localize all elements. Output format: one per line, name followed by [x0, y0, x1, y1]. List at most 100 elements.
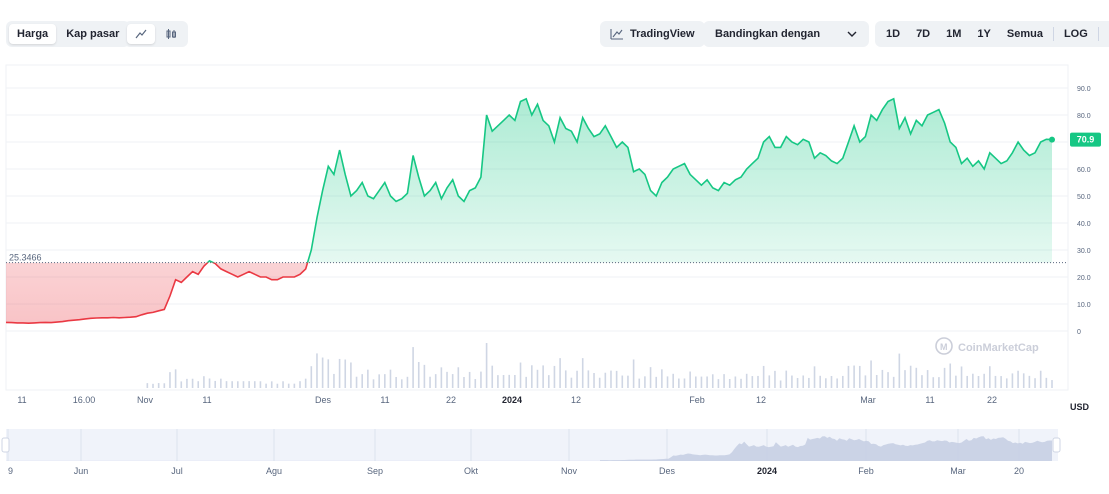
x-tick-label: 22: [446, 395, 456, 405]
chevron-down-icon: [847, 31, 857, 37]
volume-bar: [237, 381, 239, 388]
volume-bar: [333, 373, 335, 388]
volume-bar: [932, 377, 935, 388]
x-tick-label: 16.00: [73, 395, 96, 405]
y-tick-label: 20.0: [1077, 275, 1091, 282]
volume-bar: [400, 379, 403, 388]
y-tick-label: 90.0: [1077, 86, 1091, 93]
toolbar-divider: [1097, 27, 1099, 41]
volume-bar: [344, 359, 347, 388]
volume-bar: [214, 380, 216, 388]
volume-bar: [587, 370, 590, 388]
candlestick-icon[interactable]: [157, 24, 185, 44]
line-chart-icon[interactable]: [127, 24, 155, 44]
volume-bar: [706, 376, 708, 388]
currency-label: USD: [1070, 402, 1090, 412]
compare-select-label: Bandingkan dengan: [715, 28, 821, 40]
navigator-handle-right[interactable]: [1052, 437, 1061, 453]
volume-bar: [480, 371, 482, 388]
volume-bar: [768, 375, 771, 388]
navigator-tick-label: Nov: [561, 466, 578, 476]
x-tick-label: Mar: [860, 395, 876, 405]
price-tab[interactable]: Harga: [9, 24, 57, 44]
volume-bar: [316, 353, 318, 388]
y-axis: 90.0 80.0 70.0 60.0 50.0 40.0 30.0 20.0 10.0 0: [1077, 86, 1091, 336]
navigator-tick-label: 20: [1014, 466, 1024, 476]
volume-bar: [621, 375, 624, 388]
navigator-handle-left[interactable]: [1, 437, 10, 453]
volume-bar: [338, 358, 341, 388]
volume-bar: [276, 383, 279, 388]
x-tick-label: 11: [202, 395, 211, 405]
navigator-tick-label: Agu: [266, 466, 282, 476]
volume-bar: [270, 381, 273, 388]
navigator-tick-label: Sep: [367, 466, 383, 476]
volume-bar: [581, 358, 584, 388]
price-area-up: [6, 98, 1052, 263]
volume-bar: [757, 375, 759, 388]
log-toggle[interactable]: LOG: [1063, 28, 1088, 40]
volume-bar: [700, 376, 703, 388]
volume-bar: [485, 343, 488, 388]
volume-bar: [1000, 376, 1002, 388]
volume-bar: [836, 378, 838, 388]
volume-bar: [350, 362, 352, 388]
volume-bar: [672, 373, 674, 388]
volume-bar: [367, 369, 369, 388]
volume-bar: [887, 372, 889, 388]
volume-bar: [853, 365, 855, 388]
volume-bar: [231, 381, 233, 388]
x-tick-label: 12: [571, 395, 581, 405]
range-1m[interactable]: 1M: [946, 28, 962, 40]
toolbar-divider: [1052, 27, 1054, 41]
tradingview-button[interactable]: TradingView: [600, 21, 705, 47]
volume-bar: [943, 367, 946, 388]
y-tick-label: 70.0: [1077, 140, 1091, 147]
volume-bar: [977, 376, 980, 388]
volume-bar: [564, 370, 567, 388]
range-all[interactable]: Semua: [1006, 28, 1043, 40]
volume-bar: [1045, 377, 1048, 388]
compare-select[interactable]: Bandingkan dengan: [703, 21, 869, 47]
y-tick-label: 10.0: [1077, 302, 1091, 309]
market-cap-tab[interactable]: Kap pasar: [66, 28, 120, 40]
volume-bar: [406, 376, 409, 388]
y-tick-label: 60.0: [1077, 167, 1091, 174]
range-1d[interactable]: 1D: [886, 28, 901, 40]
range-7d[interactable]: 7D: [916, 28, 931, 40]
volume-bar: [174, 369, 177, 388]
volume-bar: [355, 376, 358, 388]
volume-bar: [819, 375, 821, 388]
volume-bar: [474, 379, 477, 388]
volume-bar: [774, 370, 776, 388]
volume-bar: [191, 378, 194, 388]
navigator-tick-label: Jul: [171, 466, 183, 476]
volume-bar: [1034, 378, 1036, 388]
volume-bar: [661, 369, 663, 388]
x-tick-label: 12: [756, 395, 766, 405]
volume-bar: [615, 370, 618, 388]
volume-bar: [858, 365, 861, 388]
volume-bar: [299, 381, 301, 388]
navigator-axis: 9 Jun Jul Agu Sep Okt Nov Des 2024 Feb Mar 20: [8, 466, 1024, 476]
price-area-down: [6, 262, 308, 324]
volume-bar: [491, 365, 494, 388]
volume-bar: [525, 376, 527, 388]
volume-bar: [429, 376, 431, 388]
volume-bar: [248, 381, 250, 388]
volume-bar: [378, 374, 380, 388]
volume-bar: [412, 347, 414, 388]
volume-bar: [310, 366, 313, 388]
range-1y[interactable]: 1Y: [977, 28, 991, 40]
last-price-label: 70.9: [1077, 135, 1095, 145]
volume-bar: [627, 375, 629, 388]
volume-bar: [220, 378, 222, 388]
volume-bar: [955, 375, 957, 388]
volume-bar: [610, 370, 612, 388]
tradingview-label: TradingView: [630, 28, 695, 40]
navigator-track[interactable]: [6, 429, 1058, 461]
download-icon[interactable]: [1101, 24, 1109, 44]
volume-bar: [361, 374, 364, 388]
volume-bar: [740, 378, 742, 388]
